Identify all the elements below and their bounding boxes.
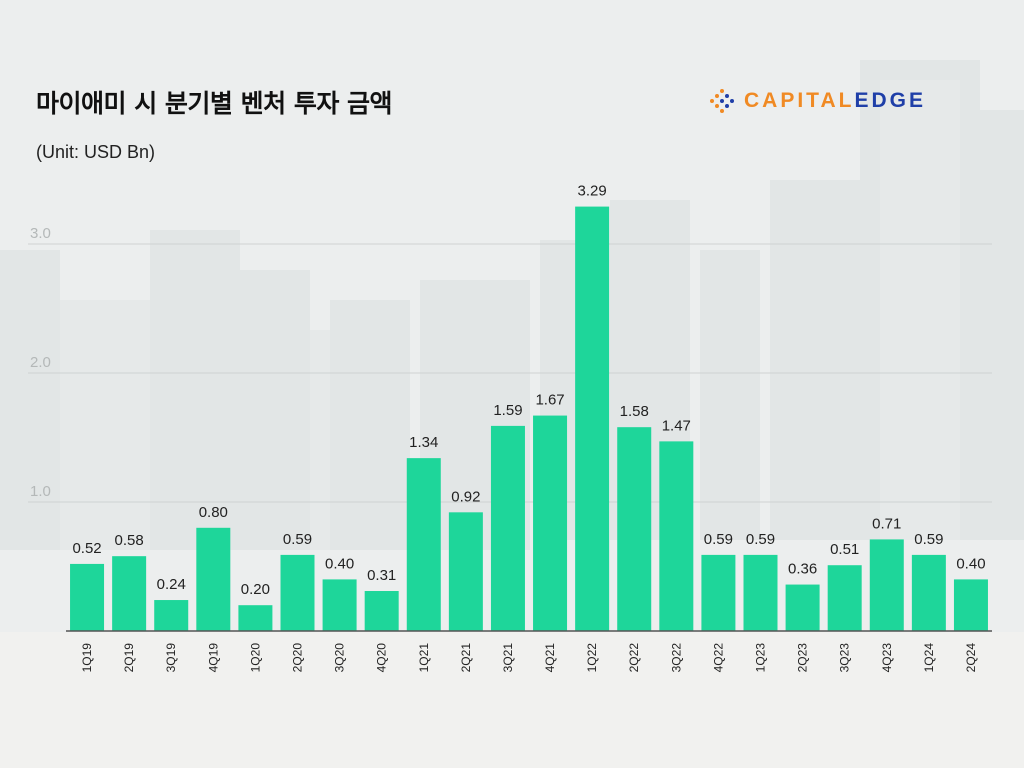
logo-word-capital: CAPITAL xyxy=(744,89,855,112)
value-label-3Q19: 0.24 xyxy=(157,576,186,593)
bar-2Q20 xyxy=(280,554,315,631)
unit-label: (Unit: USD Bn) xyxy=(36,142,156,162)
x-tick-label-4Q20: 4Q20 xyxy=(375,643,389,673)
bar-2Q22 xyxy=(617,427,652,631)
bar-1Q24 xyxy=(911,554,946,631)
x-tick-label-4Q19: 4Q19 xyxy=(206,643,220,673)
value-label-3Q23: 0.51 xyxy=(830,541,859,558)
x-tick-label-2Q21: 2Q21 xyxy=(459,643,473,673)
bar-1Q20 xyxy=(238,605,273,631)
value-label-4Q19: 0.80 xyxy=(199,504,228,521)
logo-mark-icon xyxy=(710,89,734,113)
bar-3Q19 xyxy=(154,600,189,631)
x-tick-label-2Q23: 2Q23 xyxy=(796,643,810,673)
bar-4Q22 xyxy=(701,554,736,631)
value-label-1Q23: 0.59 xyxy=(746,531,775,548)
x-tick-label-4Q21: 4Q21 xyxy=(543,643,557,673)
capitaledge-logo: CAPITALEDGE xyxy=(708,88,926,114)
x-tick-label-2Q24: 2Q24 xyxy=(964,643,978,673)
bar-1Q21 xyxy=(406,458,441,631)
value-label-2Q24: 0.40 xyxy=(956,555,985,572)
value-labels: 0.52 0.58 0.24 0.80 0.20 0.59 0.40 0.31 1.34 0.92… xyxy=(72,183,985,599)
bar-2Q21 xyxy=(448,512,483,631)
x-tick-label-1Q21: 1Q21 xyxy=(417,643,431,673)
x-tick-label-3Q19: 3Q19 xyxy=(164,643,178,673)
x-tick-label-3Q22: 3Q22 xyxy=(669,643,683,673)
x-tick-label-4Q23: 4Q23 xyxy=(880,643,894,673)
bar-3Q20 xyxy=(322,579,357,631)
x-tick-label-2Q19: 2Q19 xyxy=(122,643,136,673)
bar-2Q23 xyxy=(785,584,820,631)
x-tick-label-1Q20: 1Q20 xyxy=(248,643,262,673)
value-label-1Q20: 0.20 xyxy=(241,581,270,598)
value-label-3Q22: 1.47 xyxy=(662,417,691,434)
value-label-1Q21: 1.34 xyxy=(409,434,438,451)
value-label-2Q22: 1.58 xyxy=(620,403,649,420)
value-label-2Q19: 0.58 xyxy=(115,532,144,549)
x-tick-label-1Q23: 1Q23 xyxy=(754,643,768,673)
x-tick-label-1Q24: 1Q24 xyxy=(922,643,936,673)
bars xyxy=(70,206,988,631)
bar-3Q23 xyxy=(827,565,862,631)
value-label-3Q21: 1.59 xyxy=(493,402,522,419)
x-axis: 1Q19 2Q19 3Q19 4Q19 1Q20 2Q20 3Q20 4Q20 1Q21 2Q21… xyxy=(66,630,992,673)
logo-wordmark: CAPITALEDGE xyxy=(744,88,926,114)
x-tick-label-1Q19: 1Q19 xyxy=(80,643,94,673)
bar-2Q19 xyxy=(112,556,147,631)
y-tick-label: 1.0 xyxy=(30,483,51,500)
x-tick-label-4Q22: 4Q22 xyxy=(711,643,725,673)
bar-2Q24 xyxy=(953,579,988,631)
bar-3Q21 xyxy=(490,425,525,631)
value-label-1Q19: 0.52 xyxy=(72,540,101,557)
bar-4Q19 xyxy=(196,527,231,631)
bar-1Q19 xyxy=(70,563,105,631)
logo-word-edge: EDGE xyxy=(854,89,926,112)
page-title: 마이애미 시 분기별 벤처 투자 금액 xyxy=(36,89,393,118)
y-tick-label: 2.0 xyxy=(30,354,51,371)
bar-4Q20 xyxy=(364,591,399,631)
value-label-1Q24: 0.59 xyxy=(914,531,943,548)
value-label-2Q20: 0.59 xyxy=(283,531,312,548)
bar-1Q23 xyxy=(743,554,778,631)
x-tick-label-2Q22: 2Q22 xyxy=(627,643,641,673)
value-label-2Q23: 0.36 xyxy=(788,561,817,578)
bar-4Q23 xyxy=(869,539,904,631)
value-label-4Q20: 0.31 xyxy=(367,567,396,584)
x-tick-label-3Q23: 3Q23 xyxy=(838,643,852,673)
value-label-4Q23: 0.71 xyxy=(872,515,901,532)
bar-1Q22 xyxy=(575,206,610,631)
x-tick-label-3Q21: 3Q21 xyxy=(501,643,515,673)
value-label-2Q21: 0.92 xyxy=(451,488,480,505)
x-tick-label-3Q20: 3Q20 xyxy=(333,643,347,673)
bar-3Q22 xyxy=(659,441,694,631)
y-tick-label: 3.0 xyxy=(30,225,51,242)
value-label-4Q22: 0.59 xyxy=(704,531,733,548)
bar-4Q21 xyxy=(533,415,568,631)
value-label-4Q21: 1.67 xyxy=(535,392,564,409)
x-tick-label-2Q20: 2Q20 xyxy=(291,643,305,673)
value-label-3Q20: 0.40 xyxy=(325,555,354,572)
x-tick-label-1Q22: 1Q22 xyxy=(585,643,599,673)
value-label-1Q22: 3.29 xyxy=(578,183,607,200)
